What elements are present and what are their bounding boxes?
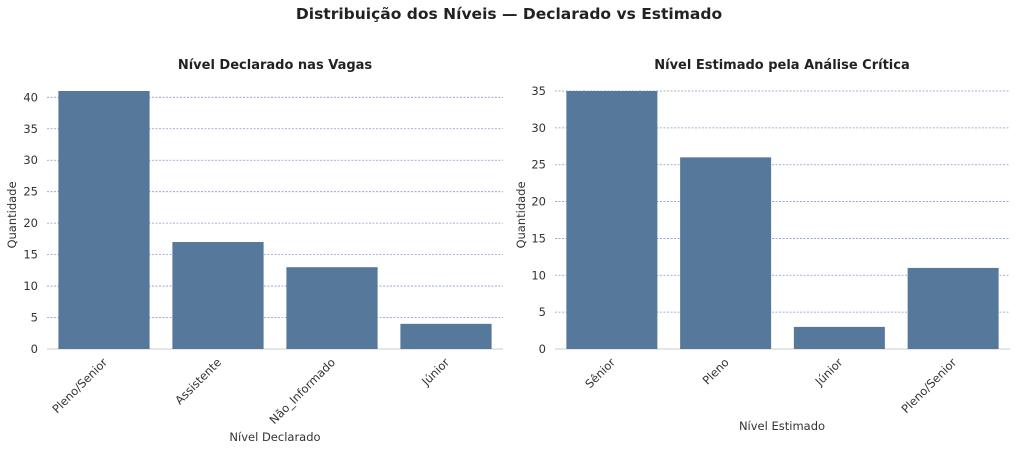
y-tick-label: 15 — [531, 231, 546, 245]
y-tick-label: 35 — [531, 84, 546, 98]
y-tick-label: 10 — [23, 279, 38, 293]
y-tick-label: 5 — [539, 305, 546, 319]
y-tick-label: 20 — [531, 195, 546, 209]
y-tick-label: 5 — [31, 311, 38, 325]
y-tick-label: 35 — [23, 122, 38, 136]
y-tick-label: 20 — [23, 216, 38, 230]
bar-j-nior — [793, 326, 885, 349]
bar-j-nior — [400, 323, 492, 349]
bar-pleno-senior — [907, 267, 999, 349]
x-tick-label: Pleno/Senior — [49, 355, 110, 416]
bar-s-nior — [566, 91, 658, 349]
x-tick-label: Pleno — [700, 355, 732, 387]
x-axis-label: Nível Estimado — [739, 419, 825, 433]
y-tick-label: 40 — [23, 90, 38, 104]
y-tick-label: 0 — [539, 342, 546, 356]
x-tick-label: Pleno/Senior — [898, 355, 959, 416]
bar-n-o-informado — [286, 267, 378, 349]
chart-estimado: Nível Estimado pela Análise Crítica Níve… — [514, 58, 1010, 433]
x-tick-label: Júnior — [418, 355, 452, 389]
y-tick-label: 30 — [531, 121, 546, 135]
chart-title: Nível Declarado nas Vagas — [178, 58, 373, 73]
x-tick-label: Sênior — [582, 355, 618, 391]
x-tick-label: Não_Informado — [266, 355, 338, 427]
y-tick-label: 25 — [531, 158, 546, 172]
chart-declarado: Nível Declarado nas Vagas Nível Declarad… — [5, 58, 503, 444]
x-tick-label: Assistente — [172, 355, 224, 407]
bar-pleno-senior — [58, 91, 150, 349]
bar-pleno — [680, 157, 772, 349]
figure-title: Distribuição dos Níveis — Declarado vs E… — [295, 5, 723, 23]
y-axis-label: Quantidade — [514, 181, 528, 248]
y-axis-label: Quantidade — [5, 181, 19, 248]
y-tick-label: 10 — [531, 268, 546, 282]
chart-title: Nível Estimado pela Análise Crítica — [654, 58, 910, 73]
y-tick-label: 15 — [23, 248, 38, 262]
y-tick-label: 30 — [23, 153, 38, 167]
y-tick-label: 0 — [31, 342, 38, 356]
x-axis-label: Nível Declarado — [229, 430, 320, 444]
y-tick-label: 25 — [23, 185, 38, 199]
bar-assistente — [172, 242, 264, 349]
x-tick-label: Júnior — [812, 355, 846, 389]
